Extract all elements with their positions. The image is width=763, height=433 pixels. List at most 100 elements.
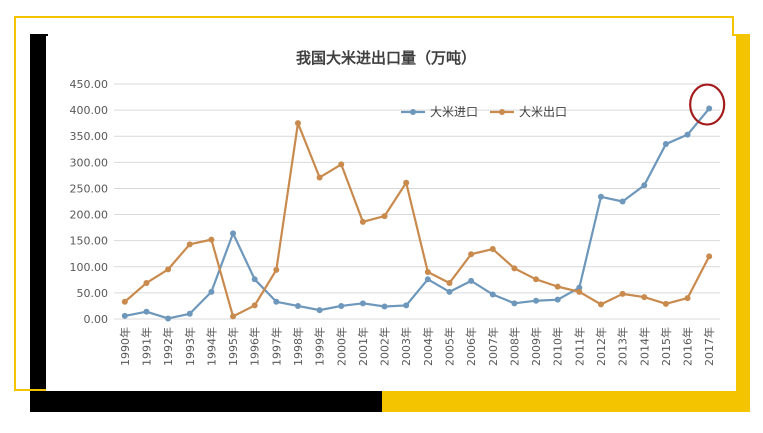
x-tick-label: 2006年 [464,327,478,366]
import-point [684,131,691,138]
import-point [554,296,561,303]
import-point [338,302,345,309]
export-point [533,276,540,283]
export-point [576,288,583,295]
x-tick-label: 1995年 [226,327,240,366]
export-point [316,174,323,181]
y-tick-label: 0.00 [84,313,109,326]
export-point [230,313,237,320]
export-point [468,251,475,258]
import-point [165,315,172,322]
x-tick-label: 1994年 [204,327,218,366]
gridlines [114,83,720,320]
import-point [468,277,475,284]
y-tick-label: 200.00 [70,209,109,222]
x-tick-label: 2015年 [659,327,673,366]
x-tick-label: 2009年 [529,327,543,366]
chart-card: 我国大米进出口量（万吨） 0.00 50.00 100.00 150.00 200.00… [46,36,736,391]
export-point [597,301,604,308]
import-point [489,291,496,298]
annotations [689,83,726,126]
import-point [273,298,280,305]
x-tick-label: 2013年 [616,327,630,366]
import-point [511,300,518,307]
x-tick-label: 2014年 [637,327,651,366]
export-point [446,279,453,286]
export-point [511,265,518,272]
x-tick-label: 2012年 [594,327,608,366]
x-tick-label: 2001年 [356,327,370,366]
legend-marker [410,109,416,115]
y-tick-label: 300.00 [70,156,109,169]
export-point [338,161,345,168]
import-point [186,310,193,317]
x-tick-label: 2004年 [421,327,435,366]
x-tick-label: 2017年 [702,327,716,366]
x-tick-label: 1993年 [183,327,197,366]
y-tick-label: 100.00 [70,261,109,274]
series-line-import [124,107,711,320]
legend-label: 大米出口 [519,105,567,119]
x-tick-label: 1992年 [161,327,175,366]
yellow-frame-bottom [382,389,750,412]
x-tick-label: 2007年 [486,327,500,366]
chart-title: 我国大米进出口量（万吨） [296,49,476,67]
import-point [381,303,388,310]
export-point [684,295,691,302]
x-tick-label: 1998年 [291,327,305,366]
export-point [424,269,431,275]
export-point [359,218,366,225]
rice-import-export-chart: 我国大米进出口量（万吨） 0.00 50.00 100.00 150.00 200.00… [70,49,726,366]
import-point [706,105,713,112]
y-tick-label: 450.00 [70,78,109,91]
export-point [706,253,713,260]
import-point [230,230,237,237]
import-point [662,141,669,148]
export-point [273,266,280,273]
export-point [489,246,496,253]
export-point [619,290,626,297]
y-tick-label: 400.00 [70,104,109,117]
import-point [641,182,648,189]
x-tick-label: 1999年 [313,327,327,366]
series-points [121,105,713,322]
export-point [143,279,150,286]
x-tick-label: 2016年 [681,327,695,366]
import-point [424,276,431,283]
x-tick-label: 2008年 [507,327,521,366]
x-tick-label: 2011年 [572,327,586,366]
x-tick-label: 1996年 [248,327,262,366]
y-tick-label: 250.00 [70,182,109,195]
y-tick-label: 350.00 [70,130,109,143]
import-point [619,198,626,205]
x-tick-label: 2002年 [378,327,392,366]
export-point [403,179,410,186]
export-point [294,120,301,127]
import-point [403,302,410,309]
legend-marker [499,109,505,115]
import-point [121,312,128,319]
legend-label: 大米进口 [430,105,478,119]
export-point [186,241,193,248]
export-point [208,236,215,243]
x-tick-label: 1997年 [269,327,283,366]
x-axis-ticks: 1990年 1991年 1992年 1993年 1994年 1995年 1996年 1997年… [118,327,716,366]
yellow-frame-right [733,34,750,412]
x-tick-label: 2005年 [442,327,456,366]
x-tick-label: 1991年 [139,327,153,366]
export-point [554,283,561,290]
import-point [533,297,540,304]
import-point [143,308,150,315]
legend: 大米进口 大米出口 [401,105,567,119]
export-point [662,300,669,307]
highlight-circle [689,83,726,126]
import-point [294,302,301,309]
export-point [641,294,648,301]
export-point [121,298,128,305]
export-point [165,266,172,273]
x-tick-label: 1990年 [118,327,132,366]
y-tick-label: 150.00 [70,235,109,248]
series-lines [124,107,711,320]
y-tick-label: 50.00 [77,287,109,300]
import-point [446,288,453,295]
